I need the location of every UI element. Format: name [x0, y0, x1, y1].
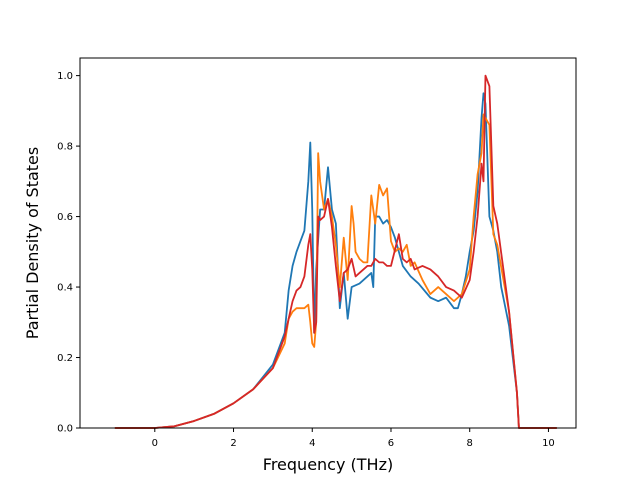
x-axis: 0 2 4 6 8 10	[152, 428, 555, 449]
y-tick-label: 0.4	[57, 283, 73, 294]
series-line-2	[114, 113, 558, 429]
y-tick-label: 0.8	[57, 142, 73, 153]
x-tick-label: 8	[467, 438, 473, 449]
x-tick-label: 2	[230, 438, 236, 449]
series-line-3	[114, 74, 558, 429]
x-tick-label: 4	[309, 438, 315, 449]
y-tick-label: 0.2	[57, 353, 73, 364]
x-tick-label: 6	[388, 438, 394, 449]
y-tick-label: 0.6	[57, 212, 73, 223]
series-layer	[114, 74, 558, 429]
y-axis: 0.0 0.2 0.4 0.6 0.8 1.0	[57, 71, 80, 435]
y-axis-title: Partial Density of States	[23, 147, 42, 339]
x-tick-label: 0	[152, 438, 158, 449]
y-tick-label: 0.0	[57, 424, 73, 435]
series-line-1	[114, 92, 558, 429]
x-axis-title: Frequency (THz)	[263, 455, 393, 474]
x-tick-label: 10	[542, 438, 555, 449]
plot-frame	[79, 57, 577, 429]
y-tick-label: 1.0	[57, 71, 73, 82]
